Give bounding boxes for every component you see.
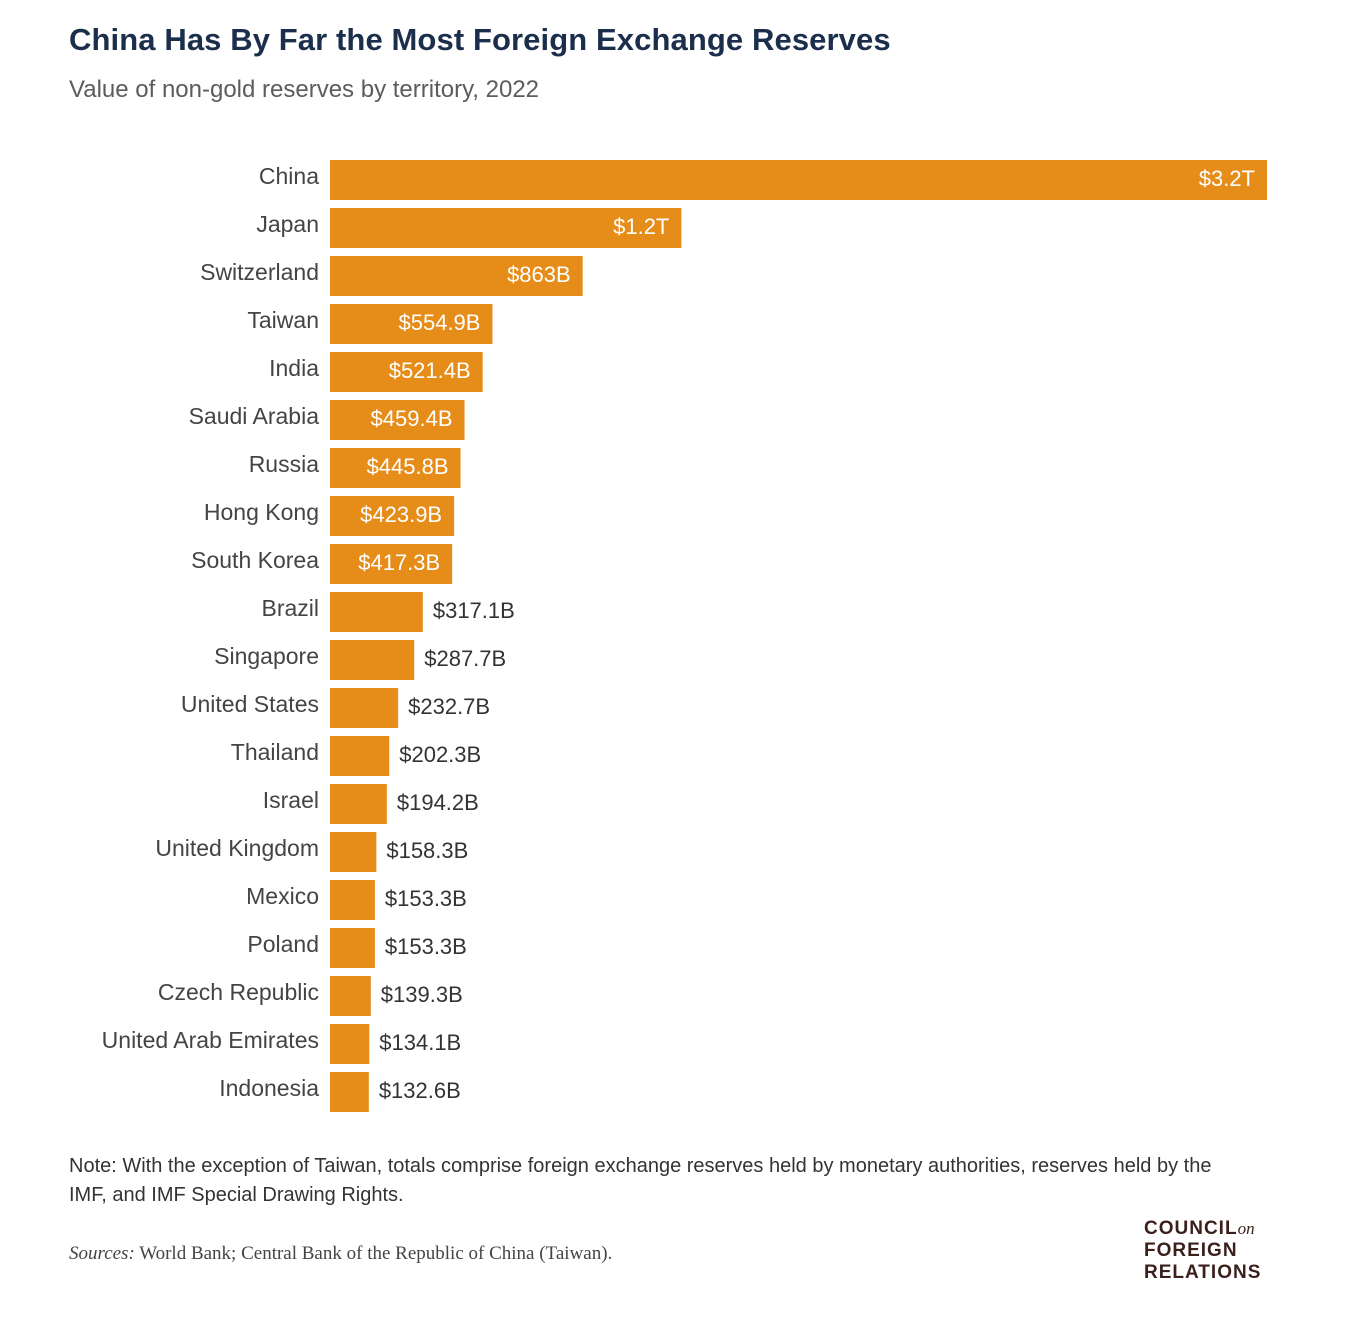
- chart-sources: Sources: World Bank; Central Bank of the…: [69, 1243, 612, 1265]
- bar-value-label: $3.2T: [1199, 166, 1255, 191]
- bar-value-label: $459.4B: [371, 406, 453, 431]
- bar: [330, 784, 387, 824]
- bar-value-label: $139.3B: [381, 982, 463, 1007]
- category-label: Singapore: [214, 643, 319, 669]
- bar-value-label: $423.9B: [360, 502, 442, 527]
- bar: [330, 448, 461, 488]
- chart-note: Note: With the exception of Taiwan, tota…: [69, 1155, 1212, 1206]
- bar: [330, 928, 375, 968]
- bar-value-label: $863B: [507, 262, 571, 287]
- bar-value-label: $153.3B: [385, 934, 467, 959]
- sources-text: World Bank; Central Bank of the Republic…: [134, 1243, 613, 1264]
- category-label: Israel: [263, 787, 319, 813]
- bar-chart: China $3.2T Japan $1.2T Switzerland $863B Taiw…: [102, 160, 1267, 1112]
- bar-value-label: $1.2T: [613, 214, 669, 239]
- logo-on: on: [1237, 1219, 1255, 1238]
- bar: [330, 592, 423, 632]
- category-label: India: [269, 355, 319, 381]
- category-label: Brazil: [261, 595, 319, 621]
- category-label: Indonesia: [219, 1075, 319, 1101]
- bar: [330, 304, 493, 344]
- bar-value-label: $287.7B: [424, 646, 506, 671]
- category-label: Poland: [247, 931, 319, 957]
- logo-line-council: COUNCIL: [1144, 1218, 1238, 1239]
- bar-value-label: $194.2B: [397, 790, 479, 815]
- bar: [330, 1072, 369, 1112]
- category-label: Switzerland: [200, 259, 319, 285]
- category-label: Thailand: [231, 739, 319, 765]
- bar: [330, 1024, 370, 1064]
- bar: [330, 736, 390, 776]
- bar-value-label: $554.9B: [399, 310, 481, 335]
- category-label: Japan: [256, 211, 319, 237]
- category-label: China: [259, 163, 319, 189]
- category-label: Russia: [249, 451, 320, 477]
- category-label: South Korea: [191, 547, 319, 573]
- cfr-logo: COUNCILon FOREIGN RELATIONS: [1144, 1218, 1261, 1284]
- bar-value-label: $202.3B: [399, 742, 481, 767]
- bar: [330, 496, 455, 536]
- bar: [330, 352, 483, 392]
- category-label: Mexico: [246, 883, 319, 909]
- bar: [330, 208, 682, 248]
- bar: [330, 400, 465, 440]
- bar-value-label: $317.1B: [433, 598, 515, 623]
- bar-value-label: $445.8B: [367, 454, 449, 479]
- bar-value-label: $153.3B: [385, 886, 467, 911]
- category-label: Saudi Arabia: [189, 403, 320, 429]
- chart-subtitle: Value of non-gold reserves by territory,…: [69, 76, 540, 103]
- logo-line-foreign: FOREIGN: [1144, 1240, 1238, 1261]
- category-label: United States: [181, 691, 319, 717]
- bar-value-label: $158.3B: [386, 838, 468, 863]
- bar: [330, 640, 415, 680]
- category-label: Czech Republic: [158, 979, 319, 1005]
- bar: [330, 832, 377, 872]
- bar: [330, 544, 453, 584]
- bar: [330, 688, 399, 728]
- category-label: Taiwan: [247, 307, 319, 333]
- bar-value-label: $417.3B: [358, 550, 440, 575]
- bar-value-label: $521.4B: [389, 358, 471, 383]
- category-label: United Arab Emirates: [102, 1027, 319, 1053]
- chart-title: China Has By Far the Most Foreign Exchan…: [69, 22, 891, 57]
- bar: [330, 976, 371, 1016]
- sources-label: Sources:: [69, 1243, 135, 1264]
- logo-line-relations: RELATIONS: [1144, 1262, 1262, 1283]
- category-label: Hong Kong: [204, 499, 319, 525]
- bar-value-label: $134.1B: [379, 1030, 461, 1055]
- category-label: United Kingdom: [155, 835, 319, 861]
- bar: [330, 256, 583, 296]
- bar: [330, 160, 1267, 200]
- bar: [330, 880, 375, 920]
- bar-value-label: $232.7B: [408, 694, 490, 719]
- bar-value-label: $132.6B: [379, 1078, 461, 1103]
